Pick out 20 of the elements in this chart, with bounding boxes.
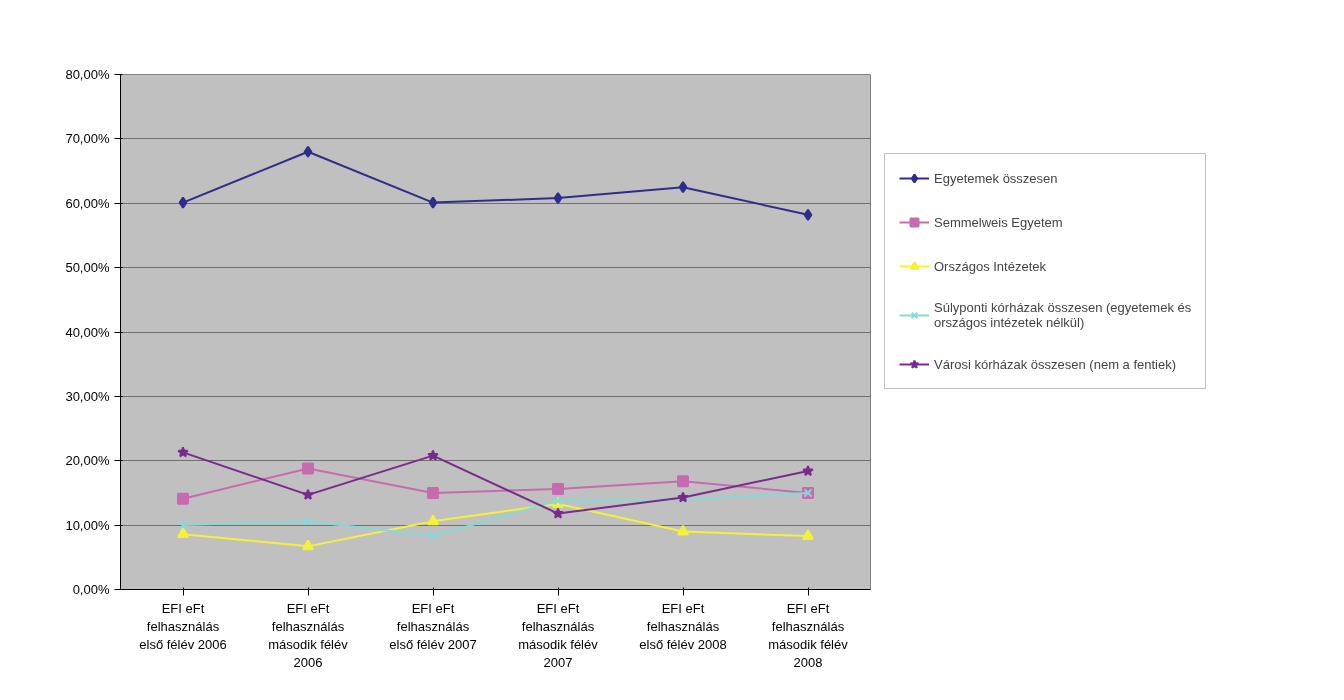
x-tick-label: EFI eFt felhasználás első félév 2007 <box>389 600 477 652</box>
x-tick-label: EFI eFt felhasználás második félév 2006 <box>268 600 349 670</box>
legend-label: Súlyponti kórházak összesen (egyetemek és országos intézetek nélkül) <box>934 300 1192 330</box>
y-tick-label: 20,00% <box>65 453 110 469</box>
y-tick-label: 0,00% <box>72 582 110 597</box>
legend-label: Egyetemek összesen <box>934 170 1058 186</box>
y-tick-label: 60,00% <box>65 195 110 211</box>
legend-label: Országos Intézetek <box>934 258 1046 274</box>
x-tick-label: EFI eFt felhasználás második félév 2008 <box>768 600 849 670</box>
x-tick-label: EFI eFt felhasználás második félév 2007 <box>518 600 599 670</box>
y-tick-label: 70,00% <box>65 131 110 147</box>
y-tick-label: 50,00% <box>65 260 110 276</box>
y-tick-label: 80,00% <box>65 67 110 82</box>
y-tick-label: 10,00% <box>65 517 110 533</box>
y-tick-label: 30,00% <box>65 388 110 404</box>
legend-label: Semmelweis Egyetem <box>934 214 1063 230</box>
x-tick-label: EFI eFt felhasználás első félév 2008 <box>639 600 727 652</box>
legend-label: Városi kórházak összesen (nem a fentiek) <box>934 356 1177 372</box>
y-tick-label: 40,00% <box>65 324 110 340</box>
x-tick-label: EFI eFt felhasználás első félév 2006 <box>139 600 227 652</box>
